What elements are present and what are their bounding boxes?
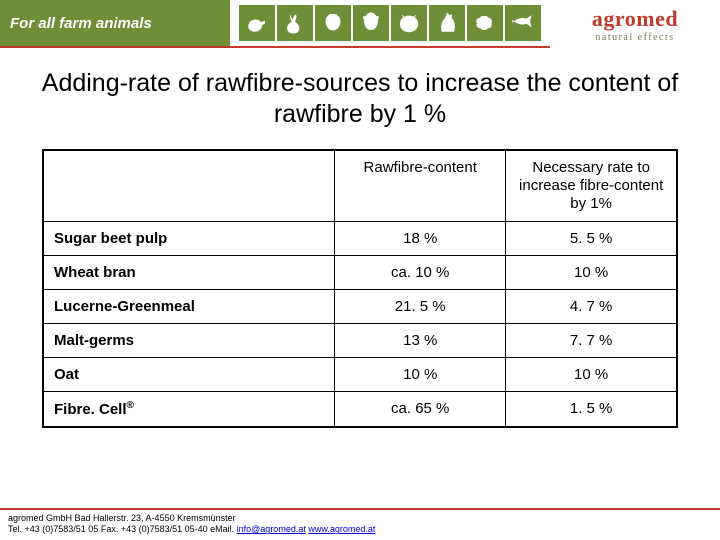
rawfibre-table: Rawfibre-content Necessary rate to incre… [42, 149, 678, 428]
row-value: 21. 5 % [335, 289, 506, 323]
animal-icon-pig [391, 5, 427, 41]
row-value: 18 % [335, 221, 506, 255]
registered-mark: ® [127, 400, 134, 411]
footer-line2: Tel. +43 (0)7583/51 05 Fax. +43 (0)7583/… [8, 524, 712, 536]
tagline-text: For all farm animals [10, 15, 152, 32]
col-header-empty [43, 150, 335, 222]
row-value: ca. 10 % [335, 255, 506, 289]
header-tagline: For all farm animals [0, 0, 230, 48]
row-label: Malt-germs [43, 323, 335, 357]
row-label: Sugar beet pulp [43, 221, 335, 255]
col-header-rawfibre: Rawfibre-content [335, 150, 506, 222]
brand-subtitle: natural effects [595, 32, 674, 43]
row-label: Lucerne-Greenmeal [43, 289, 335, 323]
table-row: Oat10 %10 % [43, 357, 677, 391]
row-value: ca. 65 % [335, 391, 506, 427]
footer: agromed GmbH Bad Hallerstr. 23, A-4550 K… [0, 508, 720, 540]
animal-icon-rabbit [277, 5, 313, 41]
animal-icon-fish [505, 5, 541, 41]
table-row: Sugar beet pulp18 %5. 5 % [43, 221, 677, 255]
row-value: 7. 7 % [506, 323, 677, 357]
brand-name: agromed [592, 6, 678, 32]
animal-icon-sheep [467, 5, 503, 41]
animal-icon-horse [429, 5, 465, 41]
header-bar: For all farm animals agromed natural eff… [0, 0, 720, 48]
row-value: 5. 5 % [506, 221, 677, 255]
row-value: 10 % [506, 357, 677, 391]
content-table-wrap: Rawfibre-content Necessary rate to incre… [42, 149, 678, 428]
col-header-rate: Necessary rate to increase fibre-content… [506, 150, 677, 222]
row-value: 13 % [335, 323, 506, 357]
table-header-row: Rawfibre-content Necessary rate to incre… [43, 150, 677, 222]
row-label: Fibre. Cell® [43, 391, 335, 427]
brand-block: agromed natural effects [550, 0, 720, 48]
animal-icon-dog [239, 5, 275, 41]
table-row: Malt-germs13 %7. 7 % [43, 323, 677, 357]
animal-icon-cow [353, 5, 389, 41]
row-value: 1. 5 % [506, 391, 677, 427]
row-label: Oat [43, 357, 335, 391]
slide-title: Adding-rate of rawfibre-sources to incre… [40, 68, 680, 131]
row-value: 10 % [335, 357, 506, 391]
footer-line1: agromed GmbH Bad Hallerstr. 23, A-4550 K… [8, 513, 712, 525]
row-label: Wheat bran [43, 255, 335, 289]
table-row: Fibre. Cell®ca. 65 %1. 5 % [43, 391, 677, 427]
table-row: Wheat branca. 10 %10 % [43, 255, 677, 289]
footer-contact: Tel. +43 (0)7583/51 05 Fax. +43 (0)7583/… [8, 524, 237, 534]
table-row: Lucerne-Greenmeal21. 5 %4. 7 % [43, 289, 677, 323]
animal-icons-strip [230, 0, 550, 48]
row-value: 4. 7 % [506, 289, 677, 323]
animal-icon-chicken [315, 5, 351, 41]
row-value: 10 % [506, 255, 677, 289]
footer-web-link[interactable]: www.agromed.at [308, 524, 375, 534]
footer-email-link[interactable]: info@agromed.at [237, 524, 306, 534]
